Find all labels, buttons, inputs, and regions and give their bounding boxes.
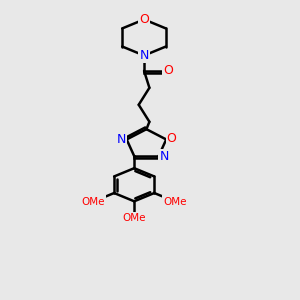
Text: O: O: [167, 132, 176, 145]
Text: OMe: OMe: [163, 196, 187, 206]
Text: N: N: [159, 150, 169, 163]
Text: O: O: [164, 64, 173, 77]
Text: OMe: OMe: [122, 213, 146, 223]
Text: OMe: OMe: [82, 196, 105, 206]
Text: N: N: [140, 49, 149, 62]
Text: O: O: [139, 13, 149, 26]
Text: N: N: [117, 133, 126, 146]
